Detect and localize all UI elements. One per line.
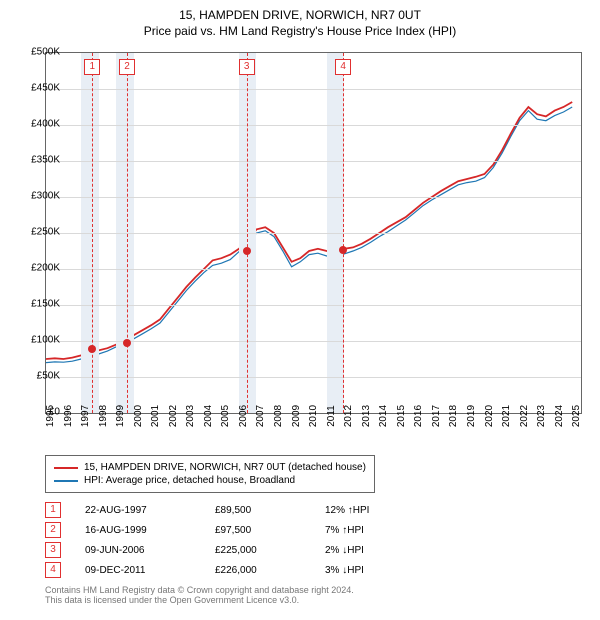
x-axis-label: 2003 [185, 405, 196, 427]
transaction-row: 1 22-AUG-1997£89,50012% [45, 500, 405, 520]
legend-item: HPI: Average price, detached house, Broa… [54, 475, 366, 486]
sale-point [339, 246, 347, 254]
transaction-row: 4 09-DEC-2011£226,0003% [45, 560, 405, 580]
x-axis-label: 2011 [326, 405, 337, 427]
x-axis-label: 2025 [571, 405, 582, 427]
chart-plot-area: 1 2 3 4 [45, 52, 582, 414]
event-line [127, 53, 128, 413]
y-axis-label: £300K [20, 191, 60, 202]
transaction-diff: 7% [325, 525, 405, 536]
footer-line-2: This data is licensed under the Open Gov… [45, 595, 354, 605]
y-axis-label: £450K [20, 83, 60, 94]
legend-swatch [54, 467, 78, 469]
x-axis-label: 2018 [448, 405, 459, 427]
transaction-marker: 2 [45, 522, 61, 538]
sale-point [88, 345, 96, 353]
legend-item: 15, HAMPDEN DRIVE, NORWICH, NR7 0UT (det… [54, 462, 366, 473]
transaction-price: £89,500 [215, 505, 325, 516]
transaction-price: £97,500 [215, 525, 325, 536]
x-axis-label: 2014 [378, 405, 389, 427]
x-axis-label: 2009 [291, 405, 302, 427]
chart-legend: 15, HAMPDEN DRIVE, NORWICH, NR7 0UT (det… [45, 455, 375, 493]
transaction-date: 16-AUG-1999 [85, 525, 215, 536]
x-axis-label: 2024 [554, 405, 565, 427]
transaction-date: 09-DEC-2011 [85, 565, 215, 576]
attribution-footer: Contains HM Land Registry data © Crown c… [45, 585, 354, 605]
legend-label: 15, HAMPDEN DRIVE, NORWICH, NR7 0UT (det… [84, 462, 366, 473]
transaction-marker: 4 [45, 562, 61, 578]
x-axis-label: 2001 [150, 405, 161, 427]
x-axis-label: 2020 [484, 405, 495, 427]
y-axis-label: £500K [20, 47, 60, 58]
event-marker: 4 [335, 59, 351, 75]
sale-point [123, 339, 131, 347]
event-line [247, 53, 248, 413]
x-axis-label: 2016 [413, 405, 424, 427]
x-axis-label: 2019 [466, 405, 477, 427]
y-axis-label: £400K [20, 119, 60, 130]
x-axis-label: 2006 [238, 405, 249, 427]
event-line [92, 53, 93, 413]
transaction-date: 09-JUN-2006 [85, 545, 215, 556]
x-axis-label: 1996 [63, 405, 74, 427]
legend-label: HPI: Average price, detached house, Broa… [84, 475, 295, 486]
x-axis-label: 1997 [80, 405, 91, 427]
legend-swatch [54, 480, 78, 482]
transaction-date: 22-AUG-1997 [85, 505, 215, 516]
x-axis-label: 1998 [98, 405, 109, 427]
x-axis-label: 1995 [45, 405, 56, 427]
event-marker: 2 [119, 59, 135, 75]
x-axis-label: 2008 [273, 405, 284, 427]
x-axis-label: 2022 [519, 405, 530, 427]
x-axis-label: 2017 [431, 405, 442, 427]
transaction-diff: 3% [325, 565, 405, 576]
x-axis-label: 2023 [536, 405, 547, 427]
y-axis-label: £200K [20, 263, 60, 274]
y-axis-label: £150K [20, 299, 60, 310]
transaction-price: £226,000 [215, 565, 325, 576]
x-axis-label: 2010 [308, 405, 319, 427]
x-axis-label: 2013 [361, 405, 372, 427]
x-axis-label: 2015 [396, 405, 407, 427]
x-axis-label: 2007 [255, 405, 266, 427]
transaction-diff: 2% [325, 545, 405, 556]
event-marker: 1 [84, 59, 100, 75]
event-line [343, 53, 344, 413]
x-axis-label: 2012 [343, 405, 354, 427]
y-axis-label: £250K [20, 227, 60, 238]
transaction-price: £225,000 [215, 545, 325, 556]
y-axis-label: £350K [20, 155, 60, 166]
y-axis-label: £50K [20, 371, 60, 382]
x-axis-label: 2002 [168, 405, 179, 427]
sale-point [243, 247, 251, 255]
transaction-row: 3 09-JUN-2006£225,0002% [45, 540, 405, 560]
x-axis-label: 2004 [203, 405, 214, 427]
y-axis-label: £100K [20, 335, 60, 346]
transaction-marker: 1 [45, 502, 61, 518]
x-axis-label: 1999 [115, 405, 126, 427]
transaction-row: 2 16-AUG-1999£97,5007% [45, 520, 405, 540]
chart-title-address: 15, HAMPDEN DRIVE, NORWICH, NR7 0UT [0, 8, 600, 22]
chart-title-desc: Price paid vs. HM Land Registry's House … [0, 24, 600, 38]
transactions-table: 1 22-AUG-1997£89,50012% 2 16-AUG-1999£97,50… [45, 500, 405, 580]
transaction-diff: 12% [325, 505, 405, 516]
footer-line-1: Contains HM Land Registry data © Crown c… [45, 585, 354, 595]
x-axis-label: 2005 [220, 405, 231, 427]
x-axis-label: 2000 [133, 405, 144, 427]
event-marker: 3 [239, 59, 255, 75]
transaction-marker: 3 [45, 542, 61, 558]
x-axis-label: 2021 [501, 405, 512, 427]
